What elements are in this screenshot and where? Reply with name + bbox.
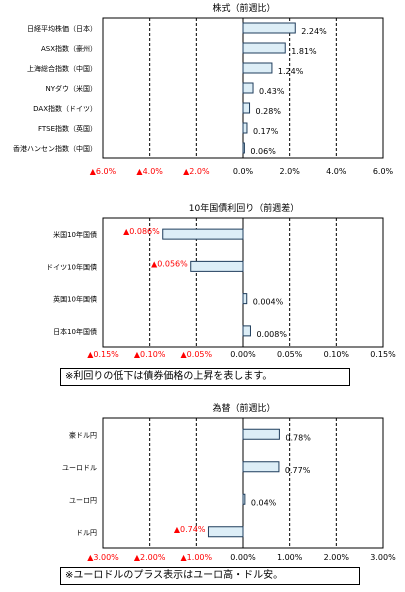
category-label: 香港ハンセン指数（中国） bbox=[13, 144, 97, 153]
bar bbox=[242, 293, 248, 305]
data-label: 0.17% bbox=[253, 127, 279, 136]
bar bbox=[207, 526, 244, 538]
data-label: 1.81% bbox=[291, 47, 317, 56]
tick-label: ▲0.10% bbox=[134, 350, 166, 359]
category-label: NYダウ（米国） bbox=[45, 84, 97, 93]
tick-label: ▲1.00% bbox=[181, 553, 213, 562]
category-label: DAX指数（ドイツ） bbox=[33, 104, 97, 113]
category-label: 豪ドル円 bbox=[69, 430, 97, 439]
category-label: 英国10年国債 bbox=[53, 295, 97, 304]
chart-svg: 株式（前週比） ▲6.0% ▲4.0% ▲2.0% 0.0% 2.0% 4.0% 6.0% 日経… bbox=[13, 2, 394, 176]
tick-label: 4.0% bbox=[326, 167, 347, 176]
chart-svg: 10年国債利回り（前週差） ▲0.15% ▲0.10% ▲0.05% 0.00% 0.05… bbox=[46, 202, 396, 359]
bar bbox=[242, 325, 251, 337]
tick-label: 3.00% bbox=[370, 553, 396, 562]
tick-label: ▲2.0% bbox=[183, 167, 210, 176]
category-label: ASX指数（豪州） bbox=[41, 44, 97, 53]
tick-label: 0.00% bbox=[230, 350, 256, 359]
bar bbox=[242, 82, 254, 94]
bar bbox=[242, 142, 245, 154]
category-label: 日本10年国債 bbox=[53, 327, 97, 336]
category-label: 米国10年国債 bbox=[53, 230, 97, 239]
data-label: 0.78% bbox=[285, 433, 311, 442]
bond-yield-chart: 10年国債利回り（前週差） ▲0.15% ▲0.10% ▲0.05% 0.00% 0.05… bbox=[0, 200, 405, 370]
bar bbox=[242, 42, 286, 54]
bar bbox=[242, 102, 251, 114]
data-label: 1.24% bbox=[278, 67, 304, 76]
tick-label: 0.10% bbox=[324, 350, 350, 359]
tick-label: ▲4.0% bbox=[136, 167, 163, 176]
bar bbox=[162, 228, 244, 240]
tick-label: ▲2.00% bbox=[134, 553, 166, 562]
category-label: ドイツ10年国債 bbox=[46, 262, 97, 271]
stock-chart: 株式（前週比） ▲6.0% ▲4.0% ▲2.0% 0.0% 2.0% 4.0% 6.0% 日経… bbox=[0, 0, 405, 180]
data-label: ▲0.086% bbox=[123, 227, 160, 236]
category-label: ドル円 bbox=[76, 529, 97, 537]
data-label: 0.06% bbox=[250, 147, 276, 156]
category-label: ユーロドル bbox=[62, 464, 97, 472]
tick-label: ▲6.0% bbox=[90, 167, 117, 176]
data-label: 0.43% bbox=[259, 87, 285, 96]
tick-label: 0.15% bbox=[370, 350, 396, 359]
category-label: ユーロ円 bbox=[69, 496, 97, 504]
data-label: 0.008% bbox=[256, 330, 287, 339]
tick-label: ▲0.15% bbox=[87, 350, 119, 359]
tick-label: ▲0.05% bbox=[181, 350, 213, 359]
data-label: 0.04% bbox=[251, 498, 277, 507]
data-label: 0.28% bbox=[256, 107, 282, 116]
data-label: 2.24% bbox=[301, 27, 327, 36]
data-label: 0.004% bbox=[253, 298, 284, 307]
tick-label: 2.0% bbox=[280, 167, 301, 176]
bar bbox=[242, 493, 246, 505]
tick-label: 0.05% bbox=[277, 350, 303, 359]
tick-label: 1.00% bbox=[277, 553, 303, 562]
category-label: 日経平均株価（日本） bbox=[27, 24, 97, 33]
data-label: 0.77% bbox=[285, 466, 311, 475]
bar bbox=[242, 22, 296, 34]
chart-svg: 為替（前週比） ▲3.00% ▲2.00% ▲1.00% 0.00% 1.00% 2.00%… bbox=[62, 402, 396, 562]
category-label: 上海総合指数（中国） bbox=[27, 64, 97, 73]
data-label: ▲0.74% bbox=[174, 525, 206, 534]
tick-label: 0.0% bbox=[233, 167, 254, 176]
bar bbox=[242, 62, 273, 74]
tick-label: 0.00% bbox=[230, 553, 256, 562]
tick-label: 2.00% bbox=[324, 553, 350, 562]
tick-label: ▲3.00% bbox=[87, 553, 119, 562]
chart-title: 為替（前週比） bbox=[212, 402, 275, 414]
bar bbox=[242, 461, 280, 473]
chart-title: 株式（前週比） bbox=[212, 2, 275, 14]
fx-note: ※ユーロドルのプラス表示はユーロ高・ドル安。 bbox=[60, 567, 360, 585]
bar bbox=[242, 428, 280, 440]
bar bbox=[242, 122, 248, 134]
tick-label: 6.0% bbox=[373, 167, 394, 176]
data-label: ▲0.056% bbox=[151, 259, 188, 268]
category-label: FTSE指数（英国） bbox=[38, 124, 97, 133]
fx-chart: 為替（前週比） ▲3.00% ▲2.00% ▲1.00% 0.00% 1.00% 2.00%… bbox=[0, 400, 405, 570]
chart-title: 10年国債利回り（前週差） bbox=[189, 202, 299, 214]
bar bbox=[190, 260, 244, 272]
bond-yield-note: ※利回りの低下は債券価格の上昇を表します。 bbox=[60, 368, 350, 386]
